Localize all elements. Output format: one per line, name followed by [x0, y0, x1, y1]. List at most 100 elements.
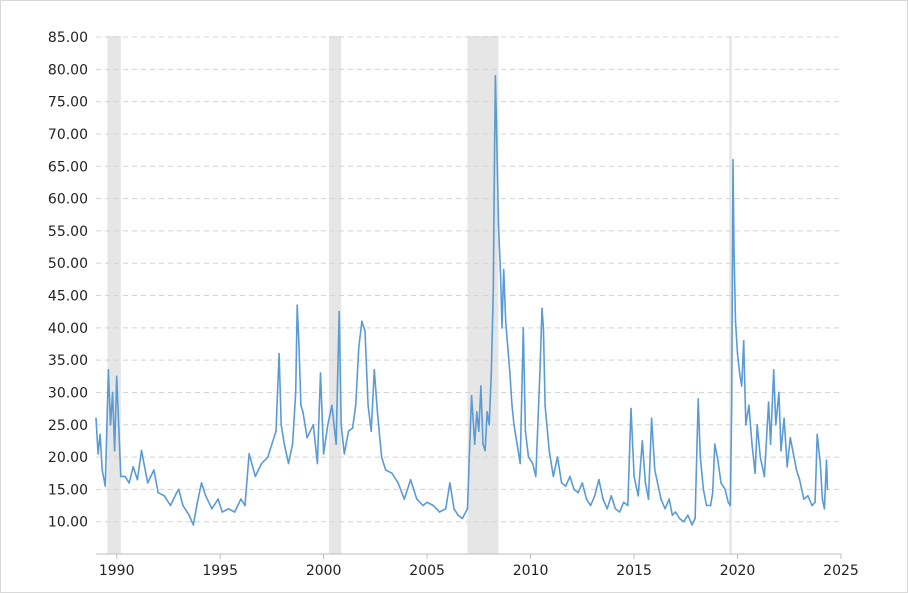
data-point	[426, 501, 428, 504]
data-point	[699, 456, 702, 458]
data-point	[271, 443, 273, 445]
y-tick-label: 80.00	[48, 62, 88, 78]
data-point	[490, 372, 493, 374]
x-axis-ticks: 1990 1995 2000 2005 2010 2015 2020 2025	[99, 554, 859, 579]
data-point	[409, 478, 412, 481]
data-point	[775, 423, 777, 426]
data-point	[564, 485, 567, 487]
data-point	[593, 495, 596, 497]
y-tick-label: 45.00	[48, 289, 88, 305]
y-tick-label: 75.00	[48, 95, 88, 111]
data-point	[473, 443, 476, 445]
data-point	[468, 449, 471, 452]
x-tick-label: 1990	[99, 563, 135, 579]
data-point	[569, 475, 571, 478]
data-point	[391, 472, 393, 475]
data-point	[541, 307, 543, 310]
data-point	[200, 482, 203, 484]
data-point	[107, 369, 110, 371]
data-point	[494, 74, 497, 77]
data-point	[367, 404, 369, 407]
data-point	[630, 407, 632, 410]
data-point	[453, 507, 455, 510]
data-point	[319, 372, 322, 374]
data-point	[742, 339, 745, 342]
data-point	[338, 310, 340, 313]
data-point	[280, 423, 283, 426]
data-point	[507, 346, 509, 349]
data-point	[732, 158, 734, 161]
data-point	[602, 498, 604, 500]
data-point	[682, 520, 685, 523]
data-point	[802, 498, 805, 500]
data-point	[376, 411, 379, 413]
data-point	[705, 504, 708, 507]
data-point	[196, 501, 199, 504]
data-point	[322, 453, 325, 455]
gridlines	[96, 36, 841, 523]
data-point	[475, 411, 478, 413]
data-point	[702, 488, 705, 491]
data-point	[204, 495, 207, 497]
data-point	[678, 517, 681, 520]
y-tick-label: 50.00	[48, 256, 88, 272]
data-point	[650, 417, 653, 420]
data-point	[734, 320, 737, 323]
y-tick-label: 60.00	[48, 192, 88, 208]
data-point	[519, 462, 522, 465]
data-point	[486, 411, 488, 413]
data-point	[729, 504, 732, 507]
y-tick-label: 30.00	[48, 385, 88, 401]
data-point	[727, 501, 730, 504]
data-point	[581, 482, 584, 484]
data-point	[499, 275, 502, 277]
data-point	[104, 485, 107, 487]
data-point	[97, 453, 99, 455]
data-point	[296, 304, 298, 306]
data-point	[254, 475, 257, 478]
data-point	[585, 498, 588, 500]
data-point	[598, 478, 600, 481]
data-point	[266, 456, 269, 458]
series-line	[95, 75, 829, 526]
x-tick-label: 2025	[823, 563, 859, 579]
data-point	[821, 498, 824, 500]
x-tick-label: 2015	[616, 563, 652, 579]
data-point	[717, 459, 719, 462]
data-point	[316, 462, 319, 465]
series-lines	[95, 74, 829, 526]
data-point	[671, 514, 674, 517]
data-point	[622, 501, 625, 504]
data-point	[504, 320, 507, 323]
data-point	[713, 443, 716, 445]
data-point	[163, 495, 166, 497]
data-point	[573, 488, 575, 491]
data-point	[361, 320, 363, 323]
data-point	[488, 423, 490, 426]
y-tick-label: 35.00	[48, 353, 88, 369]
y-tick-label: 20.00	[48, 450, 88, 466]
y-tick-label: 25.00	[48, 418, 88, 434]
data-point	[480, 385, 482, 387]
data-point	[606, 507, 608, 510]
data-point	[780, 449, 782, 452]
data-point	[513, 423, 515, 426]
data-point	[798, 478, 801, 481]
data-point	[759, 456, 762, 458]
data-point	[175, 491, 178, 494]
data-point	[720, 482, 722, 484]
data-point	[347, 430, 350, 433]
x-tick-label: 2005	[409, 563, 445, 579]
data-point	[516, 443, 518, 445]
data-point	[524, 430, 527, 433]
data-point	[754, 472, 756, 475]
data-point	[589, 504, 592, 507]
data-point	[511, 404, 513, 407]
data-point	[384, 469, 387, 471]
data-point	[733, 249, 735, 252]
data-point	[610, 495, 613, 497]
x-tick-label: 2020	[720, 563, 756, 579]
data-point	[444, 507, 447, 510]
data-point	[343, 453, 346, 455]
